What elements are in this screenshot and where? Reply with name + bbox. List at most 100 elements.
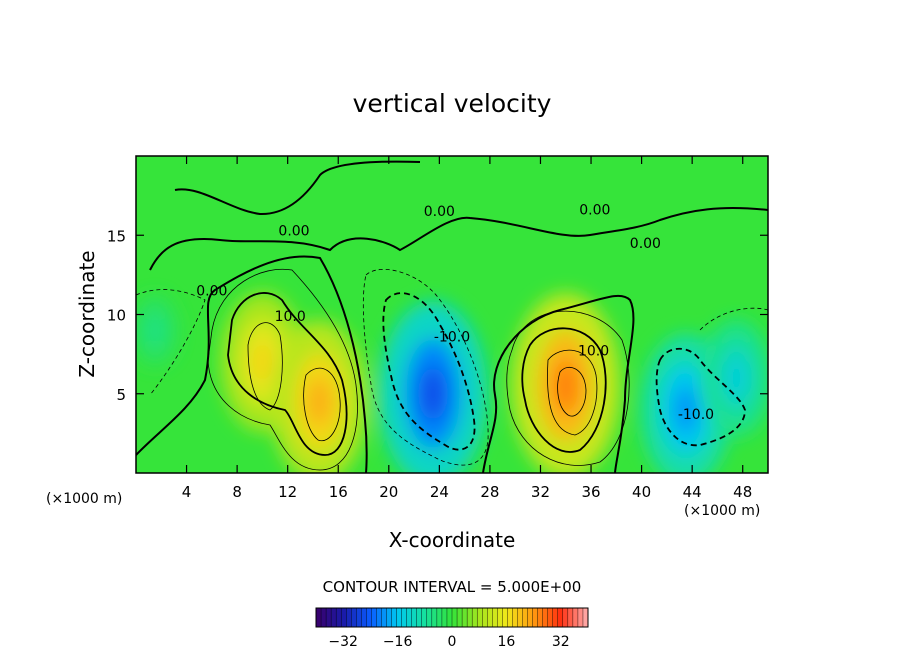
colorbar-swatch: [381, 607, 388, 628]
contour-minus-5: [362, 268, 489, 466]
x-tick-label: 24: [430, 483, 449, 501]
colorbar-swatch: [471, 607, 478, 628]
colorbar-tick-label: −32: [328, 634, 358, 650]
colorbar-swatch: [461, 607, 468, 628]
contour-lines: [136, 160, 768, 473]
x-tick-label: 32: [531, 483, 550, 501]
colorbar-swatch: [497, 607, 503, 628]
velocity-core: [149, 319, 161, 341]
x-axis: 4 8 12 16 20 24 28 32 36 40 44 48: [182, 156, 752, 501]
contour-value-label: 10.0: [275, 309, 306, 325]
colorbar-swatch: [401, 607, 408, 628]
contour-5: [207, 268, 358, 471]
contour-15: [547, 349, 598, 436]
x-tick-label: 36: [581, 483, 600, 501]
colorbar-swatch: [346, 607, 352, 628]
colorbar-swatch: [330, 607, 337, 628]
contour-interval-note: CONTOUR INTERVAL = 5.000E+00: [323, 578, 582, 596]
x-tick-label: 44: [683, 483, 702, 501]
colorbar-swatch: [325, 607, 332, 628]
contour-value-label: 0.00: [278, 223, 309, 239]
colorbar-swatch: [391, 607, 398, 628]
x-tick-label: 8: [232, 483, 242, 501]
colorbar-swatch: [567, 607, 574, 628]
y-axis-label: Z-coordinate: [75, 250, 99, 377]
colorbar-swatch: [446, 607, 453, 628]
colorbar-swatch: [532, 607, 539, 628]
contour-10: [521, 327, 607, 453]
colorbar-swatch: [527, 607, 534, 628]
velocity-shading: [136, 292, 768, 473]
colorbar-swatch: [411, 607, 418, 628]
colorbar-swatch: [335, 607, 342, 628]
contour-value-label: 0.00: [579, 203, 610, 219]
colorbar-swatch: [572, 607, 579, 628]
x-tick-label: 12: [278, 483, 297, 501]
contour-value-label: -10.0: [678, 407, 714, 423]
contour-value-label: 0.00: [424, 204, 455, 220]
colorbar-swatch: [361, 607, 367, 628]
colorbar-swatch: [466, 607, 473, 628]
y-tick-label: 5: [116, 386, 126, 404]
colorbar-tick-label: −16: [383, 634, 413, 650]
velocity-core: [727, 360, 746, 396]
x-axis-label: X-coordinate: [389, 528, 516, 552]
colorbar-swatch: [456, 607, 463, 628]
colorbar-swatch: [351, 607, 357, 628]
contour-15: [247, 322, 283, 411]
colorbar-swatch: [547, 607, 554, 628]
colorbar-swatch: [426, 607, 433, 628]
colorbar-swatch: [522, 607, 529, 628]
plot-area: 0.00 0.00 0.00 0.00 0.00 10.0 -10.0 10.0 -10.0: [136, 156, 768, 473]
contour-value-label: 0.00: [196, 283, 227, 299]
contour-minus-10: [655, 347, 746, 447]
colorbar-swatch: [366, 607, 372, 628]
y-axis: 5 10 15: [107, 227, 768, 404]
colorbar-swatch: [512, 607, 518, 628]
contour-value-label: -10.0: [434, 329, 470, 345]
colorbar-swatch: [315, 607, 322, 628]
colorbar-swatch: [552, 607, 559, 628]
colorbar-swatch: [557, 607, 564, 628]
colorbar-swatch: [416, 607, 423, 628]
colorbar-tick-label: 0: [448, 634, 457, 650]
contour-value-label: 0.00: [630, 236, 661, 252]
colorbar-swatch: [507, 607, 513, 628]
contour-10: [227, 292, 348, 456]
colorbar-swatch: [582, 607, 589, 628]
colorbar-tick-label: 16: [497, 634, 515, 650]
contour-minus-5: [699, 307, 768, 331]
colorbar-swatch: [562, 607, 569, 628]
colorbar-swatch: [487, 607, 493, 628]
zero-contour: [482, 294, 635, 473]
x-tick-label: 40: [632, 483, 651, 501]
velocity-core: [674, 387, 697, 432]
colorbar-swatch: [340, 607, 347, 628]
x-tick-label: 20: [379, 483, 398, 501]
contour-15: [303, 367, 341, 442]
colorbar-swatch: [542, 607, 549, 628]
y-tick-label: 10: [107, 307, 126, 325]
colorbar-swatch: [320, 607, 327, 628]
colorbar-swatch: [577, 607, 584, 628]
x-unit-note: (×1000 m): [46, 491, 122, 507]
colorbar-swatch: [451, 607, 458, 628]
x-tick-label: 48: [733, 483, 752, 501]
colorbar-swatch: [502, 607, 508, 628]
colorbar-swatch: [537, 607, 544, 628]
x-tick-label: 4: [182, 483, 192, 501]
contour-value-label: 10.0: [578, 344, 609, 360]
colorbar-swatch: [386, 607, 393, 628]
contour-labels: 0.00 0.00 0.00 0.00 0.00 10.0 -10.0 10.0 -10.0: [196, 203, 714, 423]
colorbar-swatch: [396, 607, 403, 628]
colorbar-swatch: [431, 607, 438, 628]
colorbar-swatch: [517, 607, 524, 628]
contour-minus-5: [136, 289, 206, 396]
zero-contour: [149, 207, 768, 271]
velocity-core: [552, 358, 579, 414]
colorbar-swatch: [441, 607, 448, 628]
z-unit-note: (×1000 m): [684, 503, 760, 519]
contour-20: [557, 367, 587, 417]
colorbar-swatch: [406, 607, 413, 628]
